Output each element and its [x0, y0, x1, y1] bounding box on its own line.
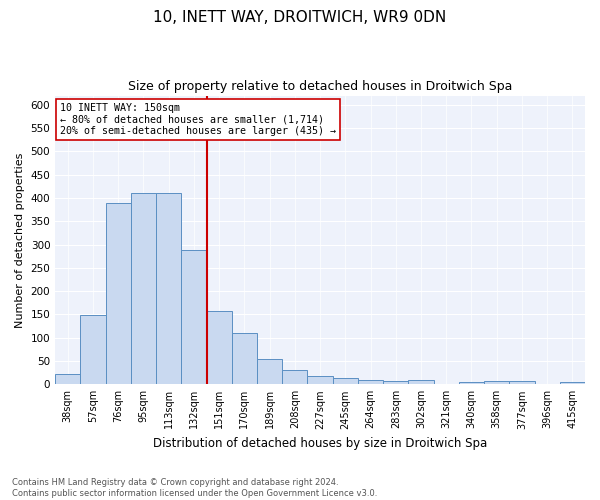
Bar	[156, 194, 181, 384]
Bar	[106, 202, 131, 384]
Y-axis label: Number of detached properties: Number of detached properties	[15, 152, 25, 328]
Bar	[232, 333, 257, 384]
Bar	[181, 250, 206, 384]
Bar	[560, 382, 585, 384]
Bar	[282, 370, 307, 384]
X-axis label: Distribution of detached houses by size in Droitwich Spa: Distribution of detached houses by size …	[153, 437, 487, 450]
Bar	[409, 380, 434, 384]
Bar	[307, 376, 332, 384]
Bar	[509, 380, 535, 384]
Bar	[358, 380, 383, 384]
Bar	[206, 310, 232, 384]
Bar	[55, 374, 80, 384]
Bar	[484, 381, 509, 384]
Text: Contains HM Land Registry data © Crown copyright and database right 2024.
Contai: Contains HM Land Registry data © Crown c…	[12, 478, 377, 498]
Bar	[80, 316, 106, 384]
Bar	[383, 380, 409, 384]
Bar	[459, 382, 484, 384]
Title: Size of property relative to detached houses in Droitwich Spa: Size of property relative to detached ho…	[128, 80, 512, 93]
Bar	[131, 194, 156, 384]
Text: 10 INETT WAY: 150sqm
← 80% of detached houses are smaller (1,714)
20% of semi-de: 10 INETT WAY: 150sqm ← 80% of detached h…	[61, 103, 337, 136]
Text: 10, INETT WAY, DROITWICH, WR9 0DN: 10, INETT WAY, DROITWICH, WR9 0DN	[154, 10, 446, 25]
Bar	[257, 359, 282, 384]
Bar	[332, 378, 358, 384]
